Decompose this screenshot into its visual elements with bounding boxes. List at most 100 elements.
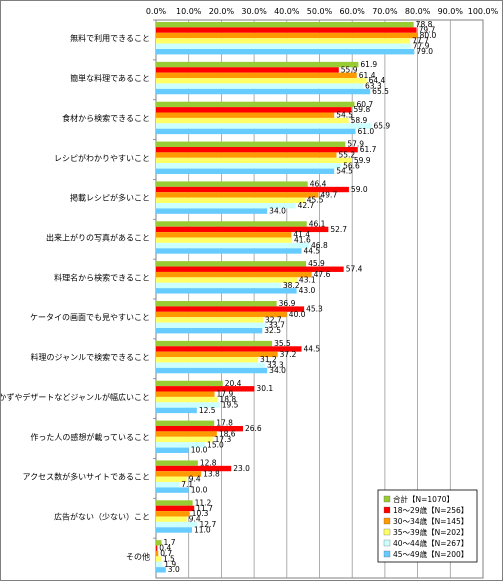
data-label: 0.7 <box>160 549 172 558</box>
bar <box>156 27 417 33</box>
data-label: 1.7 <box>164 538 176 547</box>
data-label: 60.7 <box>356 100 373 109</box>
data-label: 61.9 <box>360 60 377 69</box>
bar <box>156 163 342 169</box>
bar <box>156 141 346 147</box>
data-label: 79.7 <box>419 26 436 35</box>
data-label: 41.6 <box>294 236 311 245</box>
data-label: 31.2 <box>260 355 277 364</box>
data-label: 17.8 <box>216 419 233 428</box>
category-label: レシピがわかりやすいこと <box>54 153 150 163</box>
data-label: 45.9 <box>308 259 325 268</box>
bar <box>156 78 367 84</box>
data-label: 11.2 <box>195 498 212 507</box>
x-tick-label: 70.0% <box>372 7 398 16</box>
bar <box>156 107 352 113</box>
data-label: 7.1 <box>181 480 193 489</box>
bar <box>156 322 267 328</box>
data-label: 45.5 <box>307 196 324 205</box>
bar <box>156 407 197 414</box>
bar <box>156 232 292 238</box>
category-label: おかずやデザートなどジャンルが幅広いこと <box>1 392 150 402</box>
bar <box>156 317 263 323</box>
data-label: 65.9 <box>373 121 390 130</box>
data-label: 0.4 <box>159 544 171 553</box>
bar <box>156 123 372 129</box>
data-label: 59.9 <box>354 156 371 165</box>
bar <box>156 346 302 352</box>
legend-swatch <box>383 506 391 514</box>
bar <box>156 242 310 249</box>
bar <box>156 282 281 289</box>
legend-label: 合計【N=1070】 <box>393 494 454 504</box>
data-label: 59.8 <box>354 105 371 114</box>
bar <box>156 521 198 528</box>
bar <box>156 61 359 68</box>
x-tick-label: 80.0% <box>405 7 431 16</box>
data-label: 54.5 <box>336 167 353 176</box>
bar <box>156 112 335 118</box>
data-label: 38.2 <box>283 281 300 290</box>
x-tick-label: 100.0% <box>468 7 499 16</box>
data-label: 55.9 <box>341 65 358 74</box>
data-label: 10.0 <box>191 486 208 495</box>
data-label: 58.9 <box>351 116 368 125</box>
category-label: 料理のジャンルで検索できること <box>31 352 150 362</box>
bar <box>156 83 363 89</box>
data-label: 77.9 <box>413 42 430 51</box>
bar <box>156 471 202 477</box>
bar <box>156 277 297 283</box>
data-label: 34.0 <box>269 366 286 375</box>
bar <box>156 425 243 432</box>
bar <box>156 168 335 174</box>
legend-swatch <box>383 517 391 525</box>
bar <box>156 146 358 153</box>
bar <box>156 340 273 347</box>
category-label: 作った人の感想が載っていること <box>30 432 150 442</box>
bar <box>156 152 337 158</box>
bar <box>156 556 161 562</box>
x-tick-label: 0.0% <box>146 7 167 16</box>
data-label: 33.3 <box>267 361 284 370</box>
bar <box>156 248 302 254</box>
data-label: 11.0 <box>194 525 211 534</box>
data-label: 1.9 <box>164 560 176 569</box>
bar <box>156 511 190 517</box>
bar <box>156 351 278 358</box>
bar <box>156 32 418 39</box>
bar <box>156 516 187 522</box>
data-label: 17.3 <box>215 435 232 444</box>
bar <box>156 117 349 124</box>
bar <box>156 43 411 49</box>
legend-label: 30～34歳【N=145】 <box>393 516 468 526</box>
bar <box>156 261 307 267</box>
data-label: 45.3 <box>306 305 323 314</box>
bar <box>156 420 215 426</box>
data-label: 47.6 <box>314 270 331 279</box>
bar <box>156 386 255 392</box>
bar <box>156 221 307 227</box>
data-label: 46.8 <box>311 241 328 250</box>
bar <box>156 101 355 108</box>
category-label: アクセス数が多いサイトであること <box>22 472 150 482</box>
legend-swatch <box>383 539 391 547</box>
data-label: 33.7 <box>268 321 285 330</box>
legend-label: 40～44歳【N=267】 <box>393 538 468 548</box>
data-label: 54.5 <box>336 111 353 120</box>
data-label: 13.8 <box>203 469 220 478</box>
data-label: 3.0 <box>168 565 180 574</box>
bar <box>156 38 411 44</box>
data-label: 32.5 <box>264 326 281 335</box>
data-label: 57.4 <box>346 265 363 274</box>
bar <box>156 465 232 472</box>
bar <box>156 402 220 408</box>
bar <box>156 476 187 483</box>
legend-label: 18～29歳【N=256】 <box>393 505 468 515</box>
data-label: 11.7 <box>196 504 213 513</box>
data-label: 78.8 <box>416 20 433 29</box>
x-tick-label: 60.0% <box>339 7 365 16</box>
data-label: 26.6 <box>245 424 262 433</box>
data-label: 32.7 <box>265 315 282 324</box>
